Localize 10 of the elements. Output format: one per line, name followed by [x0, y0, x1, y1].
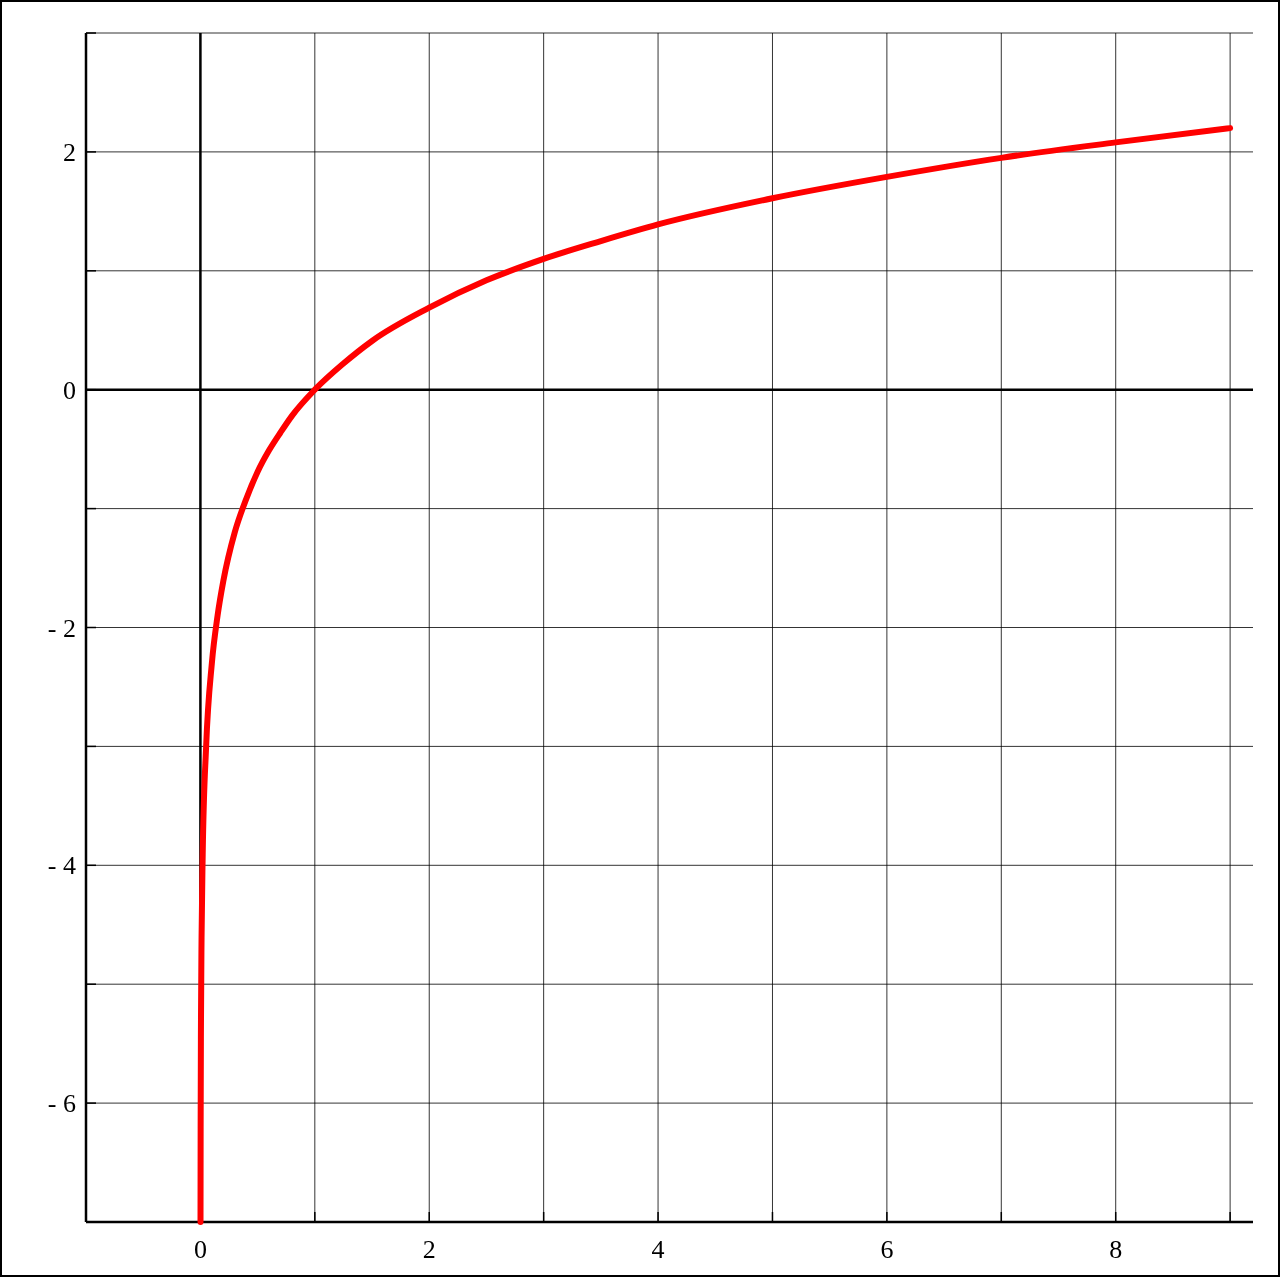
x-tick-label: 4: [651, 1235, 665, 1264]
x-tick-label: 8: [1109, 1235, 1123, 1264]
x-tick-label: 0: [193, 1235, 207, 1264]
x-tick-label: 2: [422, 1235, 436, 1264]
y-tick-label: 0: [63, 375, 76, 405]
y-tick-label: - 2: [47, 613, 76, 643]
y-tick-label: 2: [63, 138, 76, 167]
x-tick-label: 6: [880, 1235, 894, 1264]
y-tick-label: - 6: [47, 1089, 76, 1119]
y-tick-label: - 4: [47, 851, 76, 881]
